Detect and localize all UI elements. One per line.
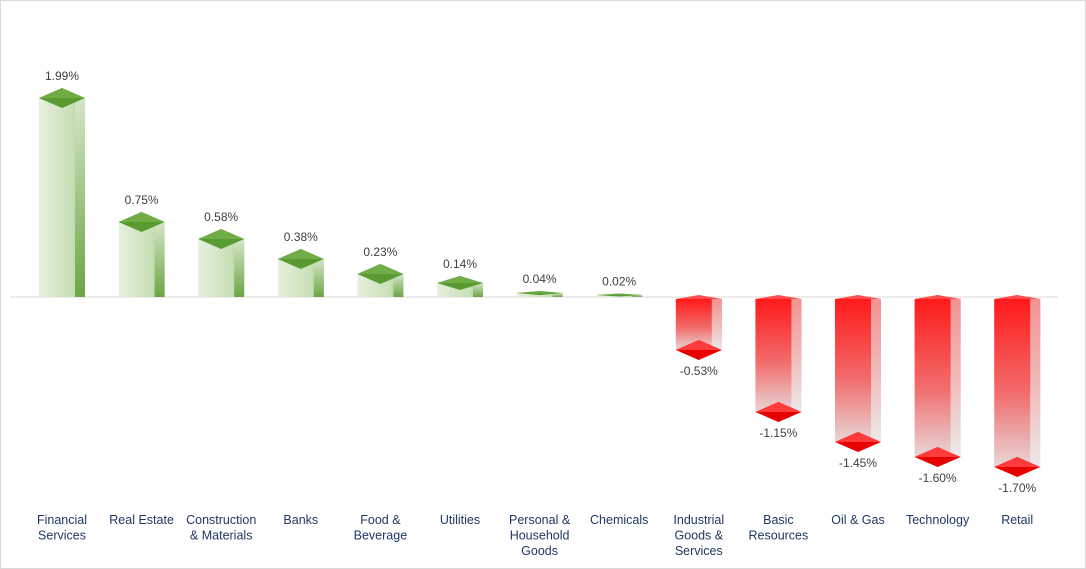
bar-9	[675, 295, 722, 360]
bar-side	[313, 259, 324, 297]
bar-side	[1030, 299, 1041, 467]
category-label: Food & Beverage	[354, 513, 408, 543]
value-label: 0.02%	[602, 275, 636, 289]
value-label: 0.04%	[523, 272, 557, 286]
bar-2	[118, 212, 165, 297]
bar-cap-highlight	[118, 212, 165, 222]
bar-8	[596, 293, 643, 297]
category-label: Personal & Household Goods	[509, 513, 571, 558]
bar-side	[552, 293, 563, 297]
bar-12	[914, 295, 961, 467]
category-label: Basic Resources	[749, 513, 809, 543]
bar-11	[835, 295, 881, 452]
category-label: Retail	[1001, 513, 1033, 527]
bar-3	[198, 229, 245, 297]
category-label: Oil & Gas	[831, 513, 885, 527]
value-label: 0.14%	[443, 257, 477, 271]
bar-side	[75, 98, 85, 297]
bar-cap-highlight	[516, 291, 563, 293]
bar-4	[277, 249, 324, 297]
category-label: Industrial Goods & Services	[673, 513, 724, 558]
value-label: 0.23%	[363, 245, 397, 259]
value-label: 0.58%	[204, 210, 238, 224]
bar-side	[154, 222, 165, 297]
bar-cap-highlight	[755, 402, 802, 412]
bar-cap-highlight	[835, 432, 881, 442]
bar-cap-highlight	[596, 293, 643, 295]
value-label: -1.60%	[919, 471, 957, 485]
bar-cap-highlight	[437, 276, 483, 283]
category-label: Banks	[283, 513, 318, 527]
bar-front	[357, 274, 404, 297]
bar-13	[994, 295, 1041, 477]
bar-1	[39, 88, 85, 297]
bar-side	[473, 283, 483, 297]
bar-cap-highlight	[39, 88, 85, 98]
category-label: Construction & Materials	[186, 513, 256, 543]
value-label: -1.15%	[759, 426, 797, 440]
value-label: -1.70%	[998, 481, 1036, 495]
bar-side	[711, 299, 722, 350]
bar-5	[357, 264, 404, 297]
bar-side	[234, 239, 245, 297]
category-label: Financial Services	[37, 513, 87, 543]
bar-cap-highlight	[994, 457, 1041, 467]
value-label: 0.38%	[284, 230, 318, 244]
category-label: Utilities	[440, 513, 480, 527]
category-label: Chemicals	[590, 513, 648, 527]
value-label: -1.45%	[839, 456, 877, 470]
bar-side	[632, 295, 643, 297]
value-label: 0.75%	[125, 193, 159, 207]
bar-cap-highlight	[914, 447, 961, 457]
bar-side	[791, 299, 802, 412]
bar-cap-highlight	[198, 229, 245, 239]
bar-side	[871, 299, 881, 442]
bar-cap-highlight	[675, 340, 722, 350]
value-label: -0.53%	[680, 364, 718, 378]
bar-6	[437, 276, 483, 297]
value-label: 1.99%	[45, 69, 79, 83]
bar-cap-highlight	[277, 249, 324, 259]
bar-cap-highlight	[357, 264, 404, 274]
bar-7	[516, 291, 563, 297]
bar-10	[755, 295, 802, 422]
bar-side	[950, 299, 961, 457]
category-label: Real Estate	[109, 513, 174, 527]
category-label: Technology	[906, 513, 970, 527]
bar-side	[393, 274, 404, 297]
